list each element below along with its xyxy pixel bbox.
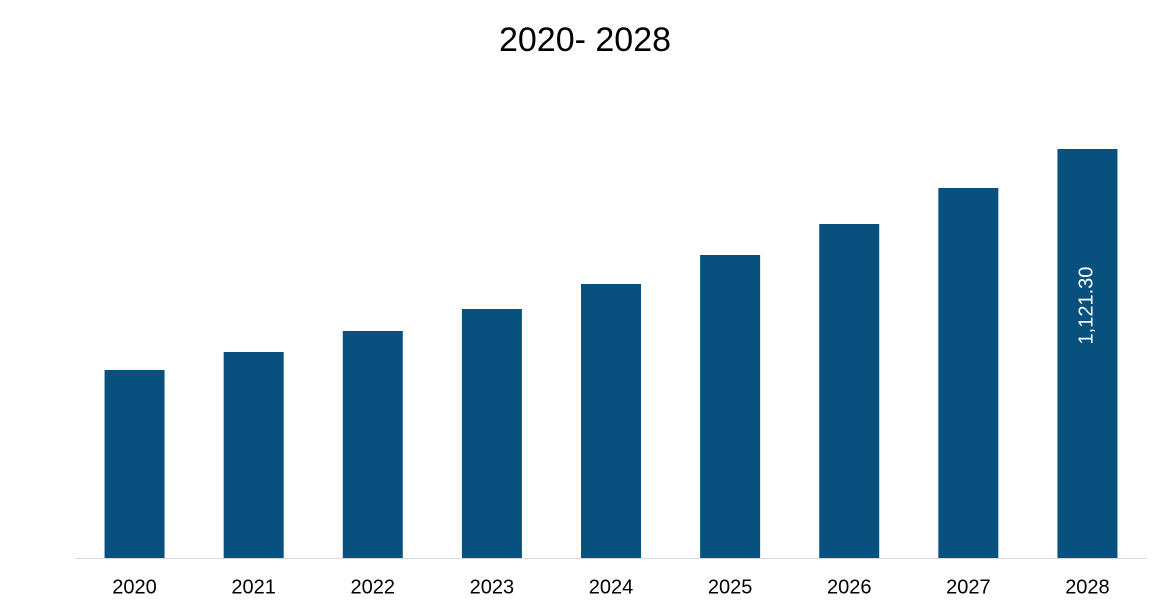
x-tick-label: 2027 [946, 576, 991, 598]
bar [342, 330, 403, 558]
value-label: 1,121.30 [1076, 267, 1098, 345]
x-tick-label: 2028 [1065, 576, 1110, 598]
x-tick-label: 2025 [708, 576, 753, 598]
bar [581, 283, 641, 558]
x-tick-label: 2026 [827, 576, 872, 598]
bar [1057, 149, 1118, 558]
chart-title: 2020- 2028 [499, 21, 671, 59]
x-tick-label: 2023 [470, 576, 515, 598]
x-tick-label: 2020 [112, 576, 157, 598]
bar [819, 223, 880, 559]
bar [223, 351, 284, 558]
x-tick-label: 2021 [231, 576, 276, 598]
bar [461, 308, 522, 558]
bar [104, 369, 165, 558]
bar [700, 254, 761, 558]
x-tick-label: 2022 [351, 576, 396, 598]
x-tick-label: 2024 [589, 576, 634, 598]
bar [938, 187, 999, 559]
